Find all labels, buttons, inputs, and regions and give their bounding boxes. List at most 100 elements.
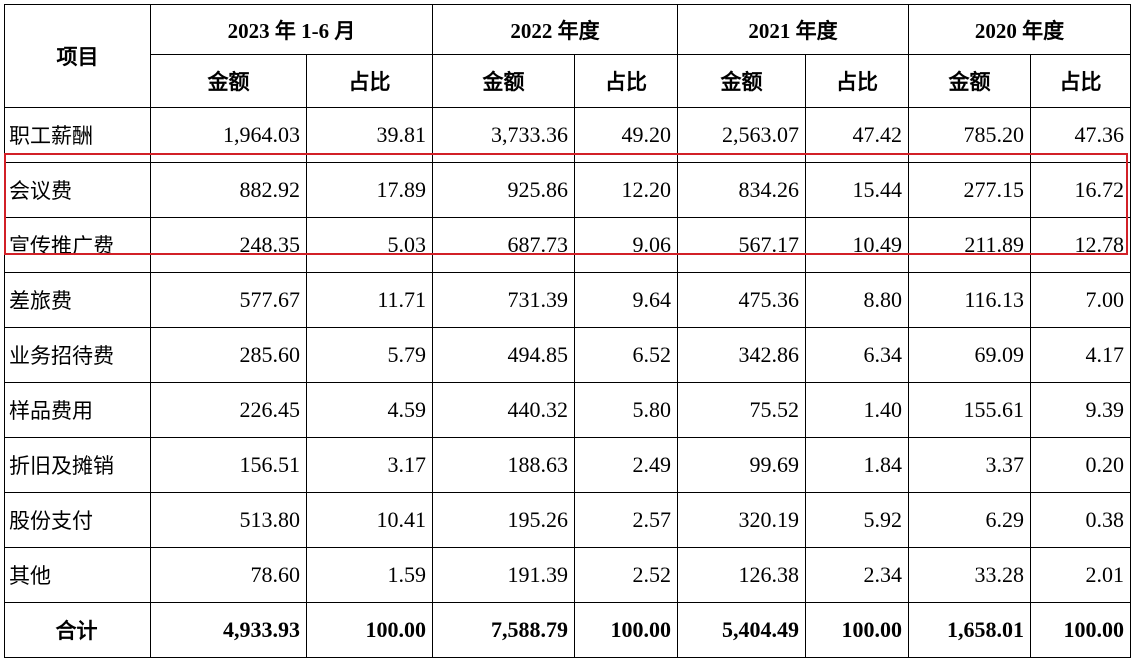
cell-value: 494.85: [432, 327, 575, 383]
cell-value: 2.49: [574, 437, 678, 493]
header-amount: 金额: [908, 54, 1031, 108]
cell-value: 16.72: [1030, 162, 1131, 218]
cell-value: 687.73: [432, 217, 575, 273]
cell-value: 47.42: [805, 107, 909, 163]
cell-value: 5.92: [805, 492, 909, 548]
cell-value: 195.26: [432, 492, 575, 548]
cell-value: 2,563.07: [677, 107, 806, 163]
cell-value: 99.69: [677, 437, 806, 493]
total-value: 100.00: [1030, 602, 1131, 658]
cell-value: 1,964.03: [150, 107, 307, 163]
cell-value: 6.34: [805, 327, 909, 383]
cell-value: 277.15: [908, 162, 1031, 218]
total-value: 100.00: [306, 602, 433, 658]
row-label: 折旧及摊销: [4, 437, 151, 493]
header-ratio: 占比: [574, 54, 678, 108]
cell-value: 9.64: [574, 272, 678, 328]
header-item: 项目: [4, 4, 151, 108]
cell-value: 188.63: [432, 437, 575, 493]
table-row: 会议费 882.92 17.89 925.86 12.20 834.26 15.…: [4, 162, 1131, 218]
cell-value: 12.78: [1030, 217, 1131, 273]
cell-value: 155.61: [908, 382, 1031, 438]
header-row-periods: 项目 2023 年 1-6 月 2022 年度 2021 年度 2020 年度: [4, 4, 1131, 108]
header-amount: 金额: [150, 54, 307, 108]
cell-value: 7.00: [1030, 272, 1131, 328]
cell-value: 5.79: [306, 327, 433, 383]
header-amount: 金额: [677, 54, 806, 108]
cell-value: 567.17: [677, 217, 806, 273]
cell-value: 320.19: [677, 492, 806, 548]
table-row: 样品费用 226.45 4.59 440.32 5.80 75.52 1.40 …: [4, 382, 1131, 438]
cell-value: 3.37: [908, 437, 1031, 493]
cell-value: 191.39: [432, 547, 575, 603]
total-value: 7,588.79: [432, 602, 575, 658]
cell-value: 2.57: [574, 492, 678, 548]
table-row: 股份支付 513.80 10.41 195.26 2.57 320.19 5.9…: [4, 492, 1131, 548]
cell-value: 9.39: [1030, 382, 1131, 438]
cell-value: 285.60: [150, 327, 307, 383]
table-row: 其他 78.60 1.59 191.39 2.52 126.38 2.34 33…: [4, 547, 1131, 603]
cell-value: 47.36: [1030, 107, 1131, 163]
cell-value: 440.32: [432, 382, 575, 438]
row-label: 业务招待费: [4, 327, 151, 383]
header-period-2021: 2021 年度: [677, 4, 909, 55]
header-amount: 金额: [432, 54, 575, 108]
table-row: 业务招待费 285.60 5.79 494.85 6.52 342.86 6.3…: [4, 327, 1131, 383]
cell-value: 925.86: [432, 162, 575, 218]
cell-value: 0.20: [1030, 437, 1131, 493]
cell-value: 513.80: [150, 492, 307, 548]
cell-value: 882.92: [150, 162, 307, 218]
table-row: 宣传推广费 248.35 5.03 687.73 9.06 567.17 10.…: [4, 217, 1131, 273]
cell-value: 33.28: [908, 547, 1031, 603]
total-row: 合计 4,933.93 100.00 7,588.79 100.00 5,404…: [4, 602, 1131, 658]
table-row: 差旅费 577.67 11.71 731.39 9.64 475.36 8.80…: [4, 272, 1131, 328]
cell-value: 211.89: [908, 217, 1031, 273]
cell-value: 17.89: [306, 162, 433, 218]
total-value: 100.00: [574, 602, 678, 658]
cell-value: 126.38: [677, 547, 806, 603]
cell-value: 2.52: [574, 547, 678, 603]
cell-value: 116.13: [908, 272, 1031, 328]
cell-value: 785.20: [908, 107, 1031, 163]
header-ratio: 占比: [1030, 54, 1131, 108]
header-ratio: 占比: [805, 54, 909, 108]
cell-value: 0.38: [1030, 492, 1131, 548]
cell-value: 731.39: [432, 272, 575, 328]
total-value: 1,658.01: [908, 602, 1031, 658]
row-label: 宣传推广费: [4, 217, 151, 273]
cell-value: 10.41: [306, 492, 433, 548]
cell-value: 4.17: [1030, 327, 1131, 383]
header-row-subcolumns: 金额 占比 金额 占比 金额 占比 金额 占比: [5, 54, 1131, 108]
total-value: 5,404.49: [677, 602, 806, 658]
cell-value: 226.45: [150, 382, 307, 438]
row-label: 股份支付: [4, 492, 151, 548]
cell-value: 577.67: [150, 272, 307, 328]
cell-value: 5.03: [306, 217, 433, 273]
cell-value: 3,733.36: [432, 107, 575, 163]
row-label: 职工薪酬: [4, 107, 151, 163]
total-value: 100.00: [805, 602, 909, 658]
cell-value: 49.20: [574, 107, 678, 163]
cell-value: 78.60: [150, 547, 307, 603]
cell-value: 342.86: [677, 327, 806, 383]
total-value: 4,933.93: [150, 602, 307, 658]
cell-value: 8.80: [805, 272, 909, 328]
cell-value: 2.34: [805, 547, 909, 603]
cell-value: 39.81: [306, 107, 433, 163]
cell-value: 1.40: [805, 382, 909, 438]
total-label: 合计: [4, 602, 151, 658]
row-label: 会议费: [4, 162, 151, 218]
header-ratio: 占比: [306, 54, 433, 108]
header-period-2020: 2020 年度: [908, 4, 1131, 55]
table-row: 折旧及摊销 156.51 3.17 188.63 2.49 99.69 1.84…: [4, 437, 1131, 493]
cell-value: 6.29: [908, 492, 1031, 548]
cell-value: 2.01: [1030, 547, 1131, 603]
cell-value: 10.49: [805, 217, 909, 273]
cell-value: 15.44: [805, 162, 909, 218]
expense-table-document: 项目 2023 年 1-6 月 2022 年度 2021 年度 2020 年度 …: [4, 4, 1131, 658]
table-row: 职工薪酬 1,964.03 39.81 3,733.36 49.20 2,563…: [4, 107, 1131, 163]
cell-value: 3.17: [306, 437, 433, 493]
cell-value: 156.51: [150, 437, 307, 493]
row-label: 差旅费: [4, 272, 151, 328]
cell-value: 12.20: [574, 162, 678, 218]
